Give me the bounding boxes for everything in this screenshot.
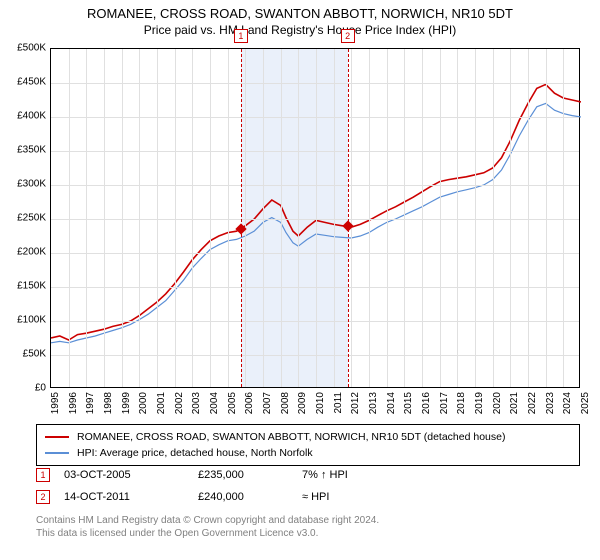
x-axis-label: 2020 <box>492 392 503 414</box>
transaction-marker-label: 1 <box>234 29 248 43</box>
x-axis-label: 1996 <box>68 392 79 414</box>
legend-box: ROMANEE, CROSS ROAD, SWANTON ABBOTT, NOR… <box>36 424 580 466</box>
x-axis-label: 1999 <box>121 392 132 414</box>
legend-label: HPI: Average price, detached house, Nort… <box>77 447 313 459</box>
footer-line1: Contains HM Land Registry data © Crown c… <box>36 514 580 527</box>
transactions-table: 1 03-OCT-2005 £235,000 7% ↑ HPI 2 14-OCT-2011… <box>36 464 580 508</box>
transaction-marker-label: 2 <box>341 29 355 43</box>
x-axis-label: 2012 <box>350 392 361 414</box>
y-axis-label: £300K <box>17 179 46 190</box>
transaction-num-badge: 1 <box>36 468 50 482</box>
legend-label: ROMANEE, CROSS ROAD, SWANTON ABBOTT, NOR… <box>77 431 505 443</box>
x-axis-label: 2013 <box>368 392 379 414</box>
transaction-price: £240,000 <box>198 491 288 503</box>
y-axis-label: £50K <box>23 349 46 360</box>
transaction-row: 1 03-OCT-2005 £235,000 7% ↑ HPI <box>36 464 580 486</box>
x-axis-label: 2023 <box>545 392 556 414</box>
x-axis-label: 2022 <box>527 392 538 414</box>
legend-swatch <box>45 452 69 454</box>
x-axis-label: 2005 <box>227 392 238 414</box>
x-axis-label: 2010 <box>315 392 326 414</box>
chart-area: 12 £0£50K£100K£150K£200K£250K£300K£350K£… <box>50 48 580 388</box>
x-axis-label: 2000 <box>138 392 149 414</box>
y-axis-label: £200K <box>17 247 46 258</box>
y-axis-label: £0 <box>35 383 46 394</box>
x-axis-label: 1997 <box>85 392 96 414</box>
x-axis-label: 2017 <box>439 392 450 414</box>
x-axis-label: 2016 <box>421 392 432 414</box>
x-axis-label: 1995 <box>50 392 61 414</box>
legend-row: HPI: Average price, detached house, Nort… <box>45 445 571 461</box>
footer-attribution: Contains HM Land Registry data © Crown c… <box>36 514 580 540</box>
x-axis-label: 2019 <box>474 392 485 414</box>
y-axis-label: £400K <box>17 111 46 122</box>
x-axis-label: 2003 <box>191 392 202 414</box>
title-block: ROMANEE, CROSS ROAD, SWANTON ABBOTT, NOR… <box>0 0 600 37</box>
title-address: ROMANEE, CROSS ROAD, SWANTON ABBOTT, NOR… <box>0 6 600 21</box>
x-axis-label: 2018 <box>456 392 467 414</box>
chart-container: ROMANEE, CROSS ROAD, SWANTON ABBOTT, NOR… <box>0 0 600 560</box>
x-axis-label: 2024 <box>562 392 573 414</box>
x-axis-label: 2011 <box>333 392 344 414</box>
x-axis-label: 2006 <box>244 392 255 414</box>
transaction-date: 14-OCT-2011 <box>64 491 184 503</box>
x-axis-label: 2025 <box>580 392 591 414</box>
transaction-marker-line <box>348 49 349 387</box>
x-axis-label: 2014 <box>386 392 397 414</box>
x-axis-label: 2021 <box>509 392 520 414</box>
transaction-vs-hpi: ≈ HPI <box>302 491 392 503</box>
legend-swatch <box>45 436 69 438</box>
plot-area: 12 <box>50 48 580 388</box>
x-axis-label: 2009 <box>297 392 308 414</box>
x-axis-label: 2001 <box>156 392 167 414</box>
y-axis-label: £100K <box>17 315 46 326</box>
transaction-price: £235,000 <box>198 469 288 481</box>
y-axis-label: £500K <box>17 43 46 54</box>
transaction-marker-line <box>241 49 242 387</box>
title-subtitle: Price paid vs. HM Land Registry's House … <box>0 23 600 37</box>
y-axis-label: £450K <box>17 77 46 88</box>
transaction-row: 2 14-OCT-2011 £240,000 ≈ HPI <box>36 486 580 508</box>
x-axis-label: 2008 <box>280 392 291 414</box>
transaction-date: 03-OCT-2005 <box>64 469 184 481</box>
x-axis-label: 1998 <box>103 392 114 414</box>
y-axis-label: £350K <box>17 145 46 156</box>
x-axis-label: 2007 <box>262 392 273 414</box>
transaction-vs-hpi: 7% ↑ HPI <box>302 469 392 481</box>
legend-row: ROMANEE, CROSS ROAD, SWANTON ABBOTT, NOR… <box>45 429 571 445</box>
transaction-num-badge: 2 <box>36 490 50 504</box>
y-axis-label: £150K <box>17 281 46 292</box>
y-axis-label: £250K <box>17 213 46 224</box>
footer-line2: This data is licensed under the Open Gov… <box>36 527 580 540</box>
x-axis-label: 2004 <box>209 392 220 414</box>
x-axis-label: 2002 <box>174 392 185 414</box>
x-axis-label: 2015 <box>403 392 414 414</box>
